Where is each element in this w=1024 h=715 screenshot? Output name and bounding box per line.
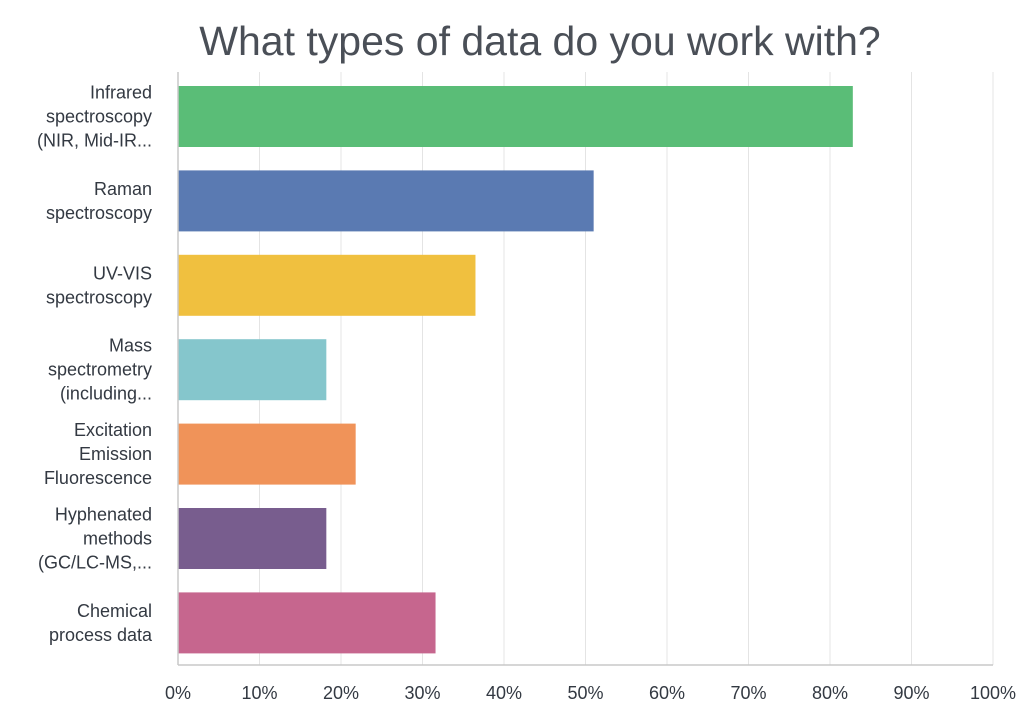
x-tick-labels: 0% 10% 20% 30% 40% 50% 60% 70% 80% 90% 100% [165,683,1016,703]
x-tick-label: 80% [812,683,848,703]
gridlines [259,72,994,665]
category-label-line: process data [49,625,153,645]
bars [178,86,853,654]
x-tick-label: 70% [730,683,766,703]
bar [178,423,356,485]
category-label-line: Hyphenated [55,505,152,525]
category-label-line: Raman [94,179,152,199]
x-tick-label: 0% [165,683,191,703]
category-label-line: (GC/LC-MS,... [38,553,152,573]
category-label-line: spectroscopy [46,203,152,223]
category-label-line: Infrared [90,83,152,103]
category-label: UV-VIS spectroscopy [46,263,152,307]
category-label-line: Chemical [77,601,152,621]
category-label-line: methods [83,529,152,549]
category-labels: Infrared spectroscopy (NIR, Mid-IR... Raman… [37,83,153,645]
x-tick-label: 60% [649,683,685,703]
category-label: Chemical process data [49,601,153,645]
category-label: Excitation Emission Fluorescence [44,420,152,488]
x-tick-label: 10% [241,683,277,703]
category-label-line: Excitation [74,420,152,440]
category-label-line: (including... [60,384,152,404]
bar [178,254,476,316]
category-label-line: Mass [109,336,152,356]
x-tick-label: 20% [323,683,359,703]
category-label-line: Emission [79,444,152,464]
chart-title: What types of data do you work with? [199,18,880,64]
category-label-line: spectroscopy [46,287,152,307]
category-label: Raman spectroscopy [46,179,152,223]
category-label-line: Fluorescence [44,468,152,488]
x-tick-label: 40% [486,683,522,703]
bar [178,508,327,569]
x-tick-label: 100% [970,683,1016,703]
bar [178,592,436,654]
x-tick-label: 30% [404,683,440,703]
bar [178,86,853,147]
category-label-line: spectroscopy [46,107,152,127]
category-label-line: spectrometry [48,360,152,380]
category-label-line: UV-VIS [93,263,152,283]
category-label: Infrared spectroscopy (NIR, Mid-IR... [37,83,152,151]
category-label-line: (NIR, Mid-IR... [37,131,152,151]
bar [178,170,594,232]
category-label: Hyphenated methods (GC/LC-MS,... [38,505,152,573]
x-tick-label: 90% [893,683,929,703]
bar [178,339,327,401]
category-label: Mass spectrometry (including... [48,336,152,404]
x-tick-label: 50% [567,683,603,703]
axes [177,72,993,666]
